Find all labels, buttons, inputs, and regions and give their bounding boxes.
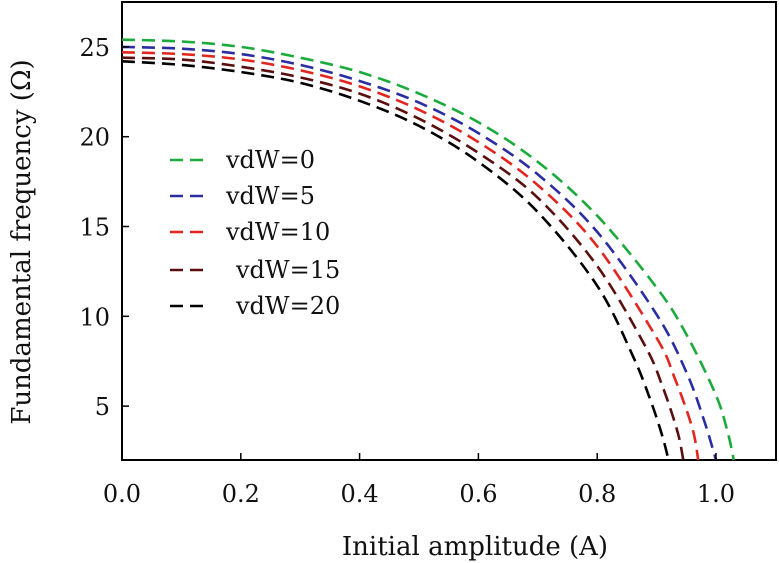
legend-label-0: vdW=0 — [225, 146, 315, 174]
legend-label-4: vdW=20 — [235, 292, 340, 320]
y-axis-title: Fundamental frequency (Ω) — [7, 59, 37, 424]
legend-label-1: vdW=5 — [225, 182, 315, 210]
x-tick-label: 0.2 — [222, 480, 260, 508]
y-tick-label: 10 — [79, 303, 110, 331]
ticks-layer: 0.0 0.2 0.4 0.6 0.8 1.0 5 10 15 20 25 — [79, 34, 735, 508]
x-axis-title: Initial amplitude (A) — [342, 532, 608, 562]
y-tick-label: 20 — [79, 124, 110, 152]
legend: vdW=0 vdW=5 vdW=10 vdW=15 vdW=20 — [170, 146, 340, 320]
x-tick-label: 0.8 — [578, 480, 616, 508]
y-tick-label: 5 — [95, 393, 110, 421]
x-tick-label: 0.4 — [341, 480, 379, 508]
legend-label-3: vdW=15 — [235, 256, 340, 284]
plot-frame — [121, 1, 777, 461]
series-line-2 — [121, 51, 700, 461]
series-line-0 — [121, 38, 736, 461]
y-tick-label: 25 — [79, 34, 110, 62]
series-line-4 — [121, 60, 670, 461]
series-line-1 — [121, 45, 718, 461]
legend-label-2: vdW=10 — [225, 218, 330, 246]
x-tick-label: 0.0 — [103, 480, 141, 508]
y-tick-label: 15 — [79, 214, 110, 242]
x-tick-label: 1.0 — [697, 480, 735, 508]
x-tick-label: 0.6 — [459, 480, 497, 508]
series-line-3 — [121, 56, 685, 461]
series-layer — [121, 38, 736, 461]
